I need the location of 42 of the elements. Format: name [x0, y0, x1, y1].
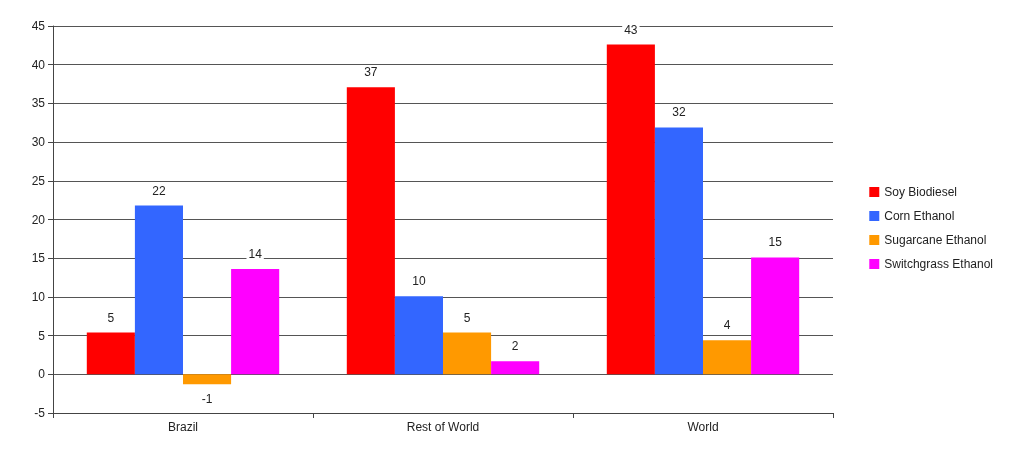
x-tick-label: Rest of World: [406, 420, 480, 434]
data-label: 22: [152, 183, 166, 198]
data-label: 15: [768, 235, 783, 250]
y-tick-label: 40: [31, 57, 46, 72]
bar: [491, 361, 540, 375]
data-label: 14: [248, 247, 263, 262]
y-tick-label: 45: [31, 19, 46, 33]
legend-label: Soy Biodiesel: [884, 185, 957, 199]
bar: [751, 257, 800, 375]
y-tick-label: 35: [31, 96, 46, 111]
x-tick-label: Brazil: [167, 420, 199, 434]
data-label: -1: [201, 392, 213, 407]
data-label: 5: [463, 310, 471, 325]
bar: [394, 296, 443, 375]
bar: [443, 332, 492, 375]
bar: [346, 87, 395, 375]
data-label: 37: [364, 65, 378, 80]
data-label: 32: [672, 105, 686, 120]
y-tick-label: 0: [38, 367, 46, 382]
x-tick-label: World: [687, 420, 719, 434]
bar: [703, 340, 752, 375]
data-label: 43: [624, 22, 638, 37]
bar: [183, 374, 232, 385]
y-tick-label: 25: [31, 173, 46, 188]
y-tick-label: 10: [31, 289, 46, 304]
bar: [606, 44, 655, 375]
bar: [134, 205, 183, 375]
data-label: 4: [723, 318, 731, 333]
data-label: 10: [412, 274, 426, 289]
y-tick-label: 20: [31, 212, 46, 227]
y-tick-label: 30: [31, 135, 46, 150]
y-tick-label: 15: [31, 251, 46, 266]
legend-label: Corn Ethanol: [884, 209, 955, 223]
y-tick-label: -5: [34, 406, 46, 420]
bar: [86, 332, 135, 375]
bar: [654, 127, 703, 375]
bar: [231, 269, 280, 375]
data-label: 5: [107, 310, 115, 325]
legend-label: Switchgrass Ethanol: [884, 257, 994, 271]
y-tick-label: 5: [38, 328, 46, 343]
data-label: 2: [511, 339, 519, 354]
legend-label: Sugarcane Ethanol: [884, 233, 987, 247]
